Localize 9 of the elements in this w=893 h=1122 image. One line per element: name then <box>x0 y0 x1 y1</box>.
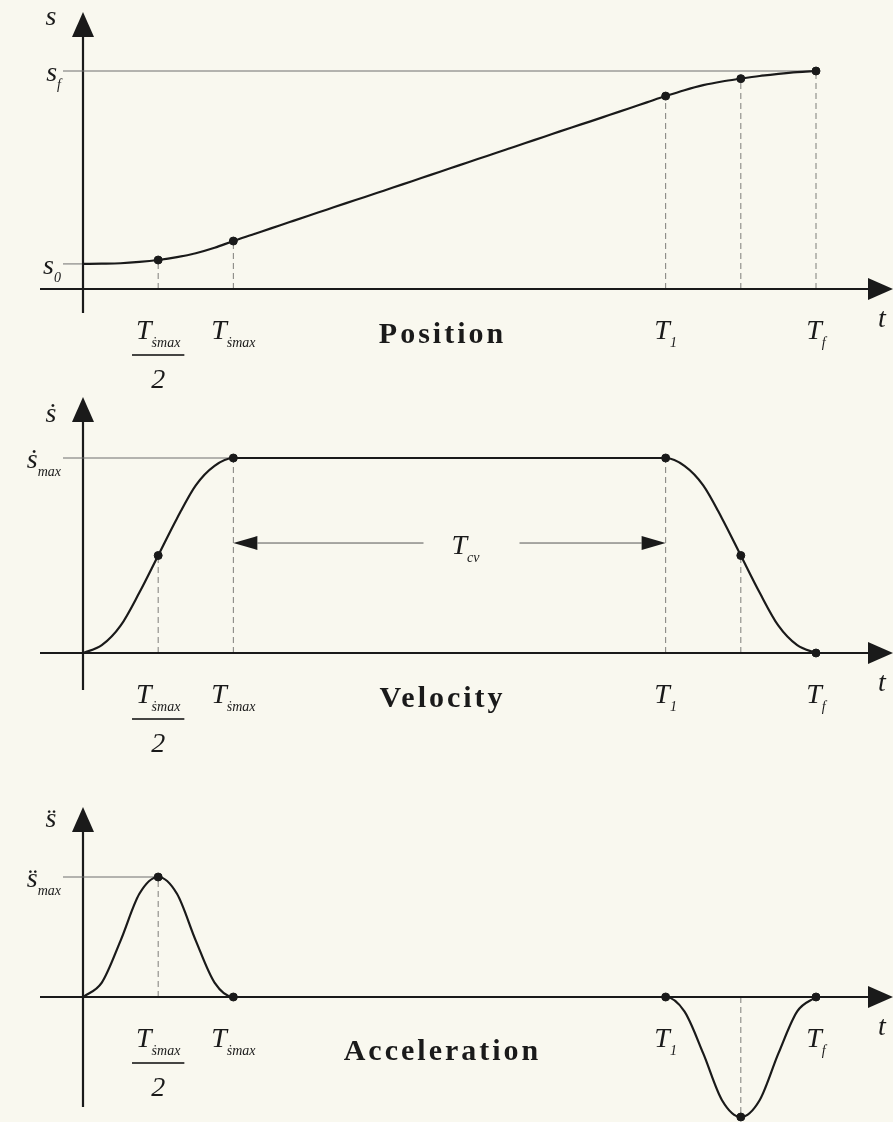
x-axis-title: t <box>878 302 888 333</box>
y-axis-title: s̈ <box>45 802 57 833</box>
x-axis-title: t <box>878 666 888 697</box>
x-axis-title: t <box>878 1010 888 1041</box>
text: Position <box>378 316 507 349</box>
y-axis-title: ṡ <box>45 397 57 428</box>
y-axis-title: s <box>45 0 57 31</box>
text: Velocity <box>379 680 506 713</box>
text: Acceleration <box>343 1033 542 1066</box>
